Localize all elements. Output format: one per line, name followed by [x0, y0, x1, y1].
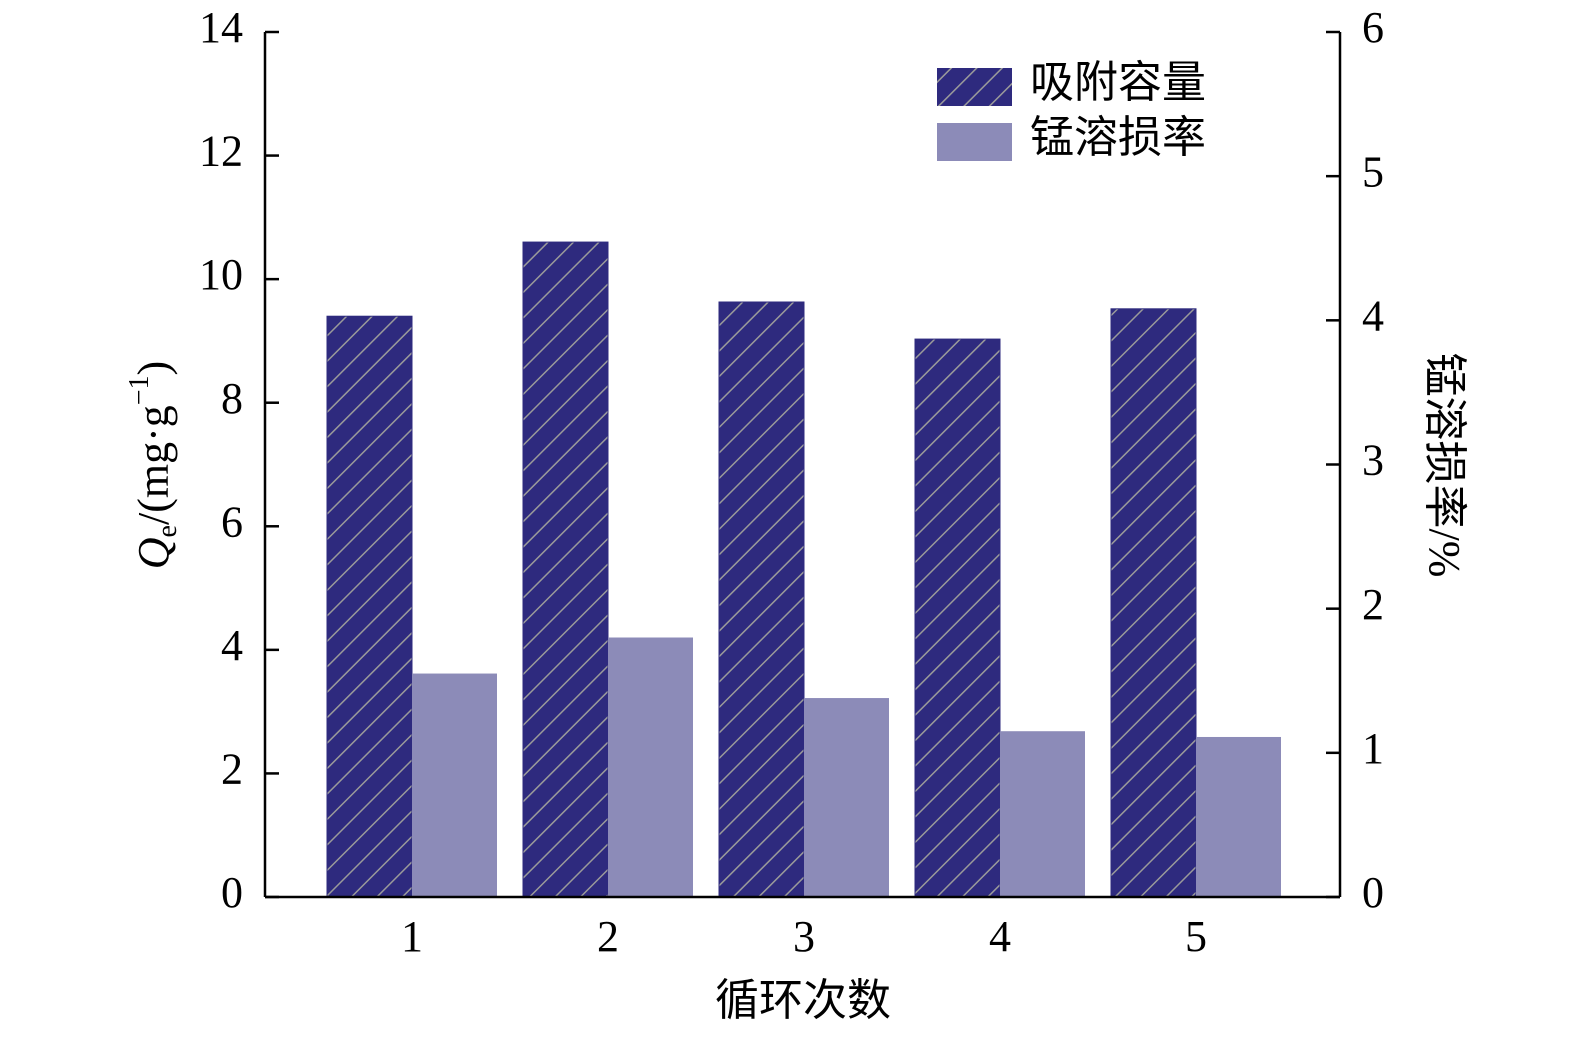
bar: [1196, 736, 1281, 897]
bar: [804, 698, 889, 897]
y-tick-label: 4: [221, 621, 243, 670]
y-tick-label: 10: [199, 250, 243, 299]
y2-tick-label: 6: [1362, 3, 1384, 52]
y-tick-label: 12: [199, 127, 243, 176]
plot: [326, 241, 1281, 898]
x-tick-label: 3: [793, 912, 815, 961]
bar: [326, 315, 413, 898]
y-label-part: Q: [129, 537, 178, 569]
y-tick-label: 2: [221, 745, 243, 794]
y-tick-label: 0: [221, 868, 243, 917]
y2-tick-label: 3: [1362, 436, 1384, 485]
x-tick-label: 1: [401, 912, 423, 961]
bar: [1000, 731, 1085, 897]
y-label-part: ): [129, 361, 178, 376]
y2-tick-label: 1: [1362, 724, 1384, 773]
legend-swatch: [937, 68, 1012, 106]
legend-label: 锰溶损率: [1030, 113, 1206, 162]
y2-tick-label: 4: [1362, 291, 1384, 340]
y-label: Qe/(mg·g−1): [124, 361, 183, 569]
x-tick-label: 2: [597, 912, 619, 961]
bar: [522, 241, 609, 898]
bar: [412, 673, 497, 897]
y-tick-label: 14: [199, 3, 243, 52]
x-label: 循环次数: [715, 976, 891, 1025]
y2-label: 锰溶损率/%: [1420, 353, 1469, 578]
bar: [718, 301, 805, 898]
y2-tick-label: 2: [1362, 580, 1384, 629]
x-tick-label: 4: [989, 912, 1011, 961]
y2-tick-label: 0: [1362, 868, 1384, 917]
bar: [608, 637, 693, 897]
y-tick-label: 8: [221, 374, 243, 423]
y2-tick-label: 5: [1362, 147, 1384, 196]
y-label-part: /(mg·g: [129, 405, 178, 525]
y-tick-label: 6: [221, 497, 243, 546]
x-tick-label: 5: [1185, 912, 1207, 961]
legend-swatch: [937, 123, 1012, 161]
y-label-part: −1: [124, 375, 155, 405]
legend-label: 吸附容量: [1030, 58, 1206, 107]
y-label-part: e: [152, 525, 183, 537]
bar: [1110, 308, 1197, 898]
bar: [914, 338, 1001, 898]
